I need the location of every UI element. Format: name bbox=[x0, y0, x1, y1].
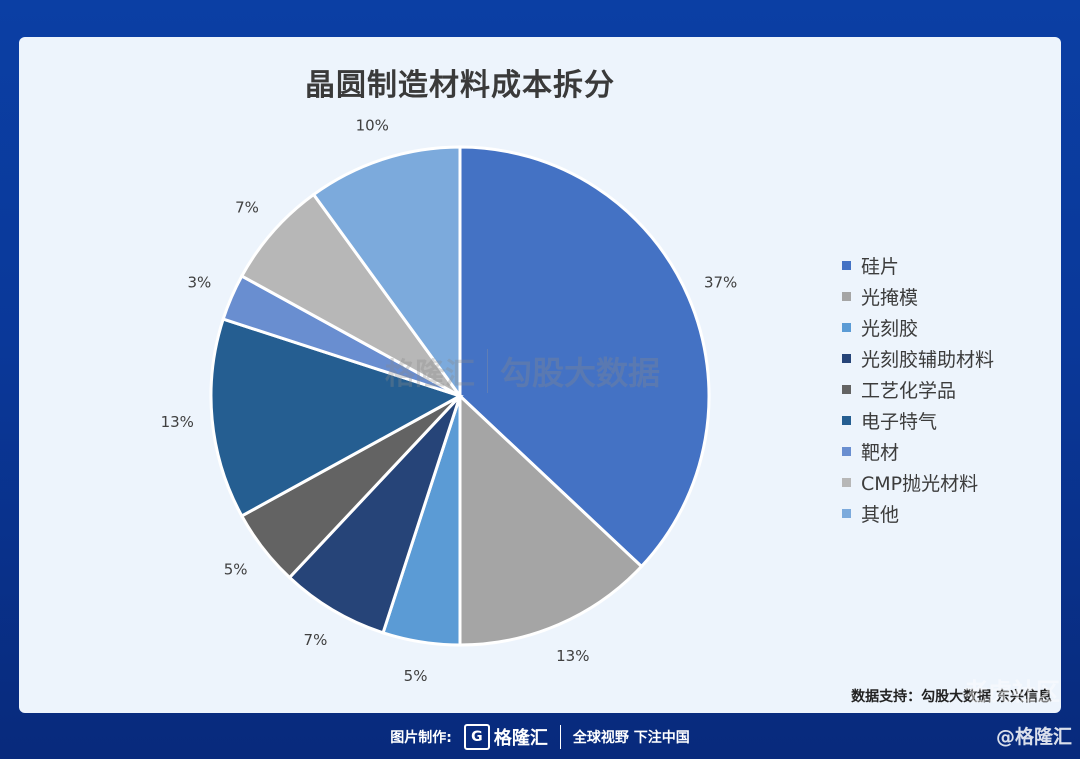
pie-slice-7 bbox=[239, 192, 462, 398]
legend-swatch bbox=[842, 447, 851, 456]
footer-made-label: 图片制作: bbox=[390, 730, 452, 746]
pie-slice-3 bbox=[287, 394, 462, 635]
legend-label: 其他 bbox=[861, 504, 900, 526]
source-note: 数据支持：勾股大数据 东兴信息 bbox=[851, 689, 1052, 705]
legend-label: 电子特气 bbox=[861, 411, 938, 433]
legend-label: 光刻胶辅助材料 bbox=[861, 349, 995, 371]
pie-slice-8 bbox=[311, 145, 462, 401]
pie-slice-5 bbox=[209, 317, 464, 518]
gelonghui-logo-icon: G bbox=[463, 724, 490, 750]
legend-swatch bbox=[842, 385, 851, 394]
legend-swatch bbox=[842, 478, 851, 487]
legend-swatch bbox=[842, 354, 851, 363]
legend-item: CMP抛光材料 bbox=[842, 467, 994, 498]
legend-item: 硅片 bbox=[842, 250, 994, 281]
pie-data-label: 5% bbox=[404, 667, 428, 685]
legend-item: 电子特气 bbox=[842, 405, 994, 436]
legend-swatch bbox=[842, 261, 851, 270]
legend-item: 其他 bbox=[842, 498, 994, 529]
legend-swatch bbox=[842, 292, 851, 301]
pie-data-label: 37% bbox=[704, 274, 737, 292]
pie-data-label: 13% bbox=[161, 413, 194, 431]
legend-item: 光刻胶辅助材料 bbox=[842, 343, 994, 374]
pie-data-label: 5% bbox=[224, 561, 248, 579]
footer-logo: G 格隆汇 bbox=[463, 724, 548, 750]
chart-title: 晶圆制造材料成本拆分 bbox=[305, 68, 615, 103]
legend-item: 工艺化学品 bbox=[842, 374, 994, 405]
footer: 图片制作: G 格隆汇 全球视野 下注中国 bbox=[0, 722, 1080, 752]
legend-label: 光掩模 bbox=[861, 287, 919, 309]
pie-data-label: 10% bbox=[356, 116, 389, 134]
footer-slogan: 全球视野 下注中国 bbox=[572, 730, 690, 746]
pie-slice-1 bbox=[458, 392, 644, 647]
legend-swatch bbox=[842, 416, 851, 425]
legend-label: 硅片 bbox=[861, 256, 900, 278]
pie-data-label: 7% bbox=[304, 631, 328, 649]
pie-data-label: 13% bbox=[556, 647, 589, 665]
pie-data-label: 7% bbox=[235, 199, 259, 217]
legend-label: 靶材 bbox=[861, 442, 900, 464]
footer-separator bbox=[559, 725, 561, 749]
pie-slice-0 bbox=[458, 145, 711, 569]
corner-credit: @格隆汇 bbox=[995, 726, 1072, 748]
legend-swatch bbox=[842, 509, 851, 518]
corner-watermark: 老虎社区 bbox=[964, 678, 1060, 706]
legend-label: 光刻胶 bbox=[861, 318, 919, 340]
footer-logo-text: 格隆汇 bbox=[493, 728, 548, 749]
legend-item: 光掩模 bbox=[842, 281, 994, 312]
legend-label: CMP抛光材料 bbox=[861, 473, 979, 495]
chart-legend: 硅片光掩模光刻胶光刻胶辅助材料 工艺化学品电子特气靶材 CMP抛光材料 其他 bbox=[842, 250, 994, 529]
legend-label: 工艺化学品 bbox=[861, 380, 957, 402]
legend-swatch bbox=[842, 323, 851, 332]
legend-item: 靶材 bbox=[842, 436, 994, 467]
legend-item: 光刻胶 bbox=[842, 312, 994, 343]
pie-data-label: 3% bbox=[187, 274, 211, 292]
